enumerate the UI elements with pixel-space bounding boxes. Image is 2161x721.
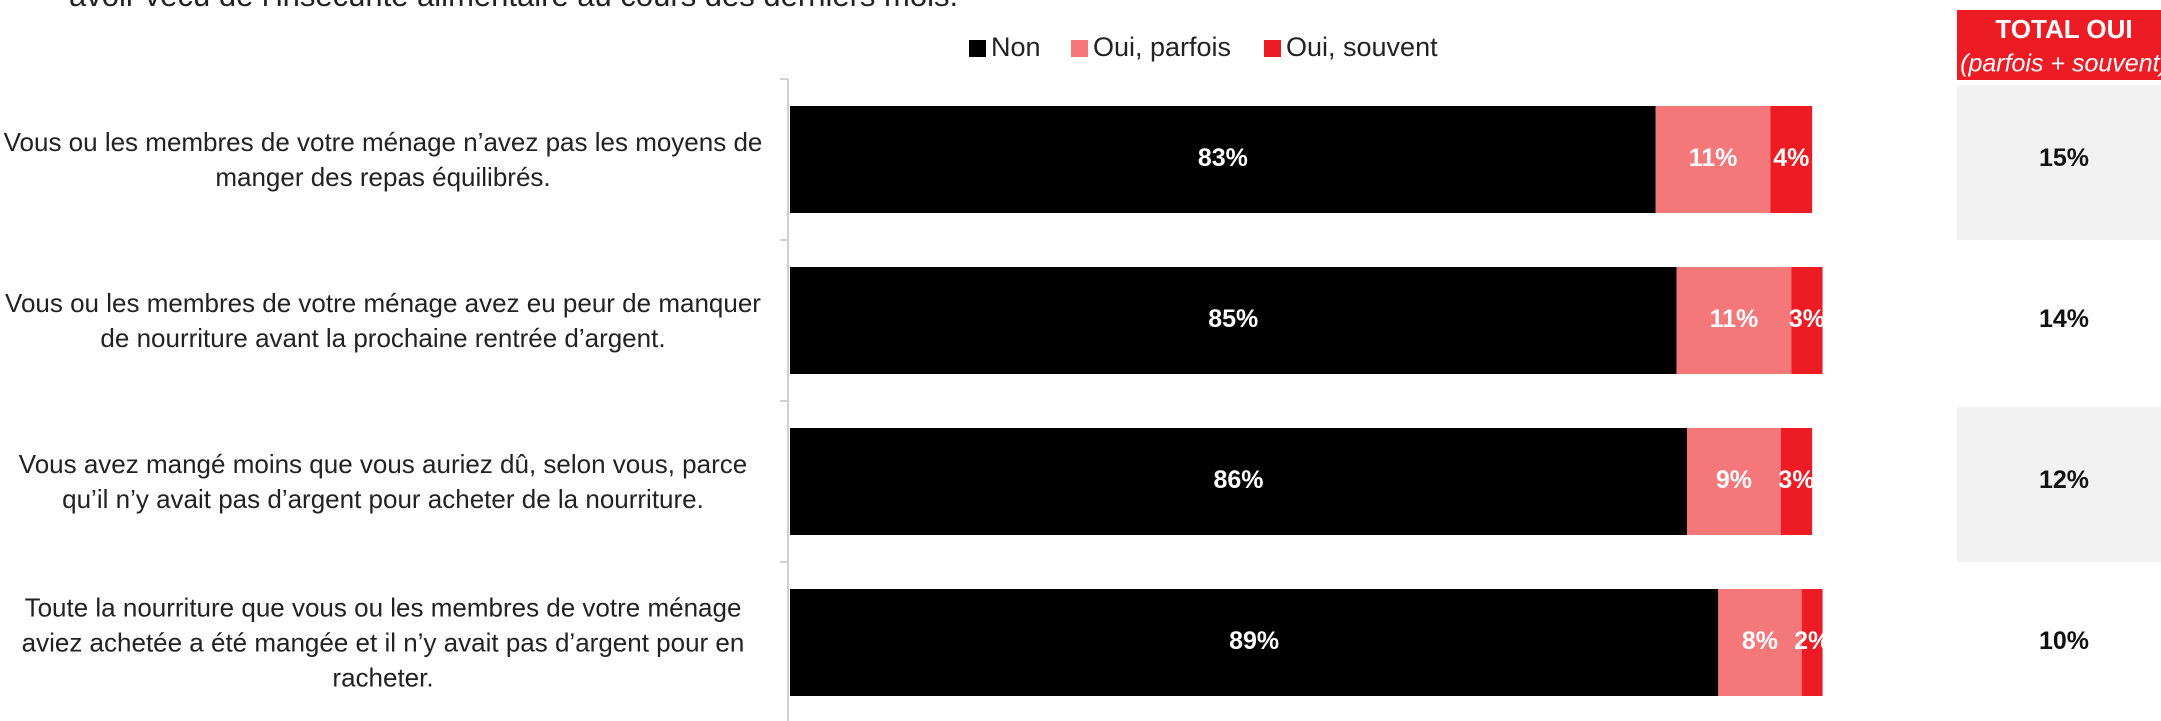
bar-segment [1770,106,1813,213]
chart-title: avoir vécu de l’insécurité alimentaire a… [69,0,958,14]
data-label: 11% [1689,144,1738,172]
bar-segment [1718,589,1802,696]
bar-segment [1676,267,1792,374]
bar-segment [1655,106,1771,213]
table-value: 10% [2039,627,2089,655]
category-label: Vous ou les membres de votre ménage avez… [5,287,761,353]
bar-segment [1780,428,1813,535]
legend-swatch [1264,40,1281,57]
bar-segment [790,428,1687,535]
table-header-bg [1957,10,2161,80]
data-label: 85% [1208,305,1258,333]
legend-swatch [1071,40,1088,57]
legend-label: Oui, souvent [1286,32,1438,62]
data-label: 2% [1794,627,1830,655]
legend-label: Oui, parfois [1093,32,1231,62]
table-value: 12% [2039,466,2089,494]
legend-swatch [969,40,986,57]
bar-segment [1791,267,1823,374]
bar-segment [1801,589,1823,696]
table-row-bg [1957,407,2161,562]
data-label: 3% [1778,466,1814,494]
data-label: 8% [1742,627,1778,655]
data-label: 89% [1229,627,1279,655]
data-label: 11% [1710,305,1759,333]
table-header-title: TOTAL OUI [1995,14,2132,44]
table-row-bg [1957,85,2161,240]
data-label: 4% [1773,144,1809,172]
bar-segment [790,267,1677,374]
data-label: 9% [1716,466,1752,494]
bar-segment [1686,428,1781,535]
category-label: Vous ou les membres de votre ménage n’av… [3,126,763,192]
bar-segment [790,589,1719,696]
table-value: 14% [2039,305,2089,333]
legend-label: Non [991,32,1041,62]
category-label: Toute la nourriture que vous ou les memb… [21,592,745,692]
table-header-subtitle: (parfois + souvent) [1960,50,2161,78]
table-value: 15% [2039,144,2089,172]
data-label: 3% [1789,305,1825,333]
category-label: Vous avez mangé moins que vous auriez dû… [18,448,748,514]
data-label: 86% [1213,466,1263,494]
data-label: 83% [1198,144,1248,172]
bar-segment [790,106,1656,213]
